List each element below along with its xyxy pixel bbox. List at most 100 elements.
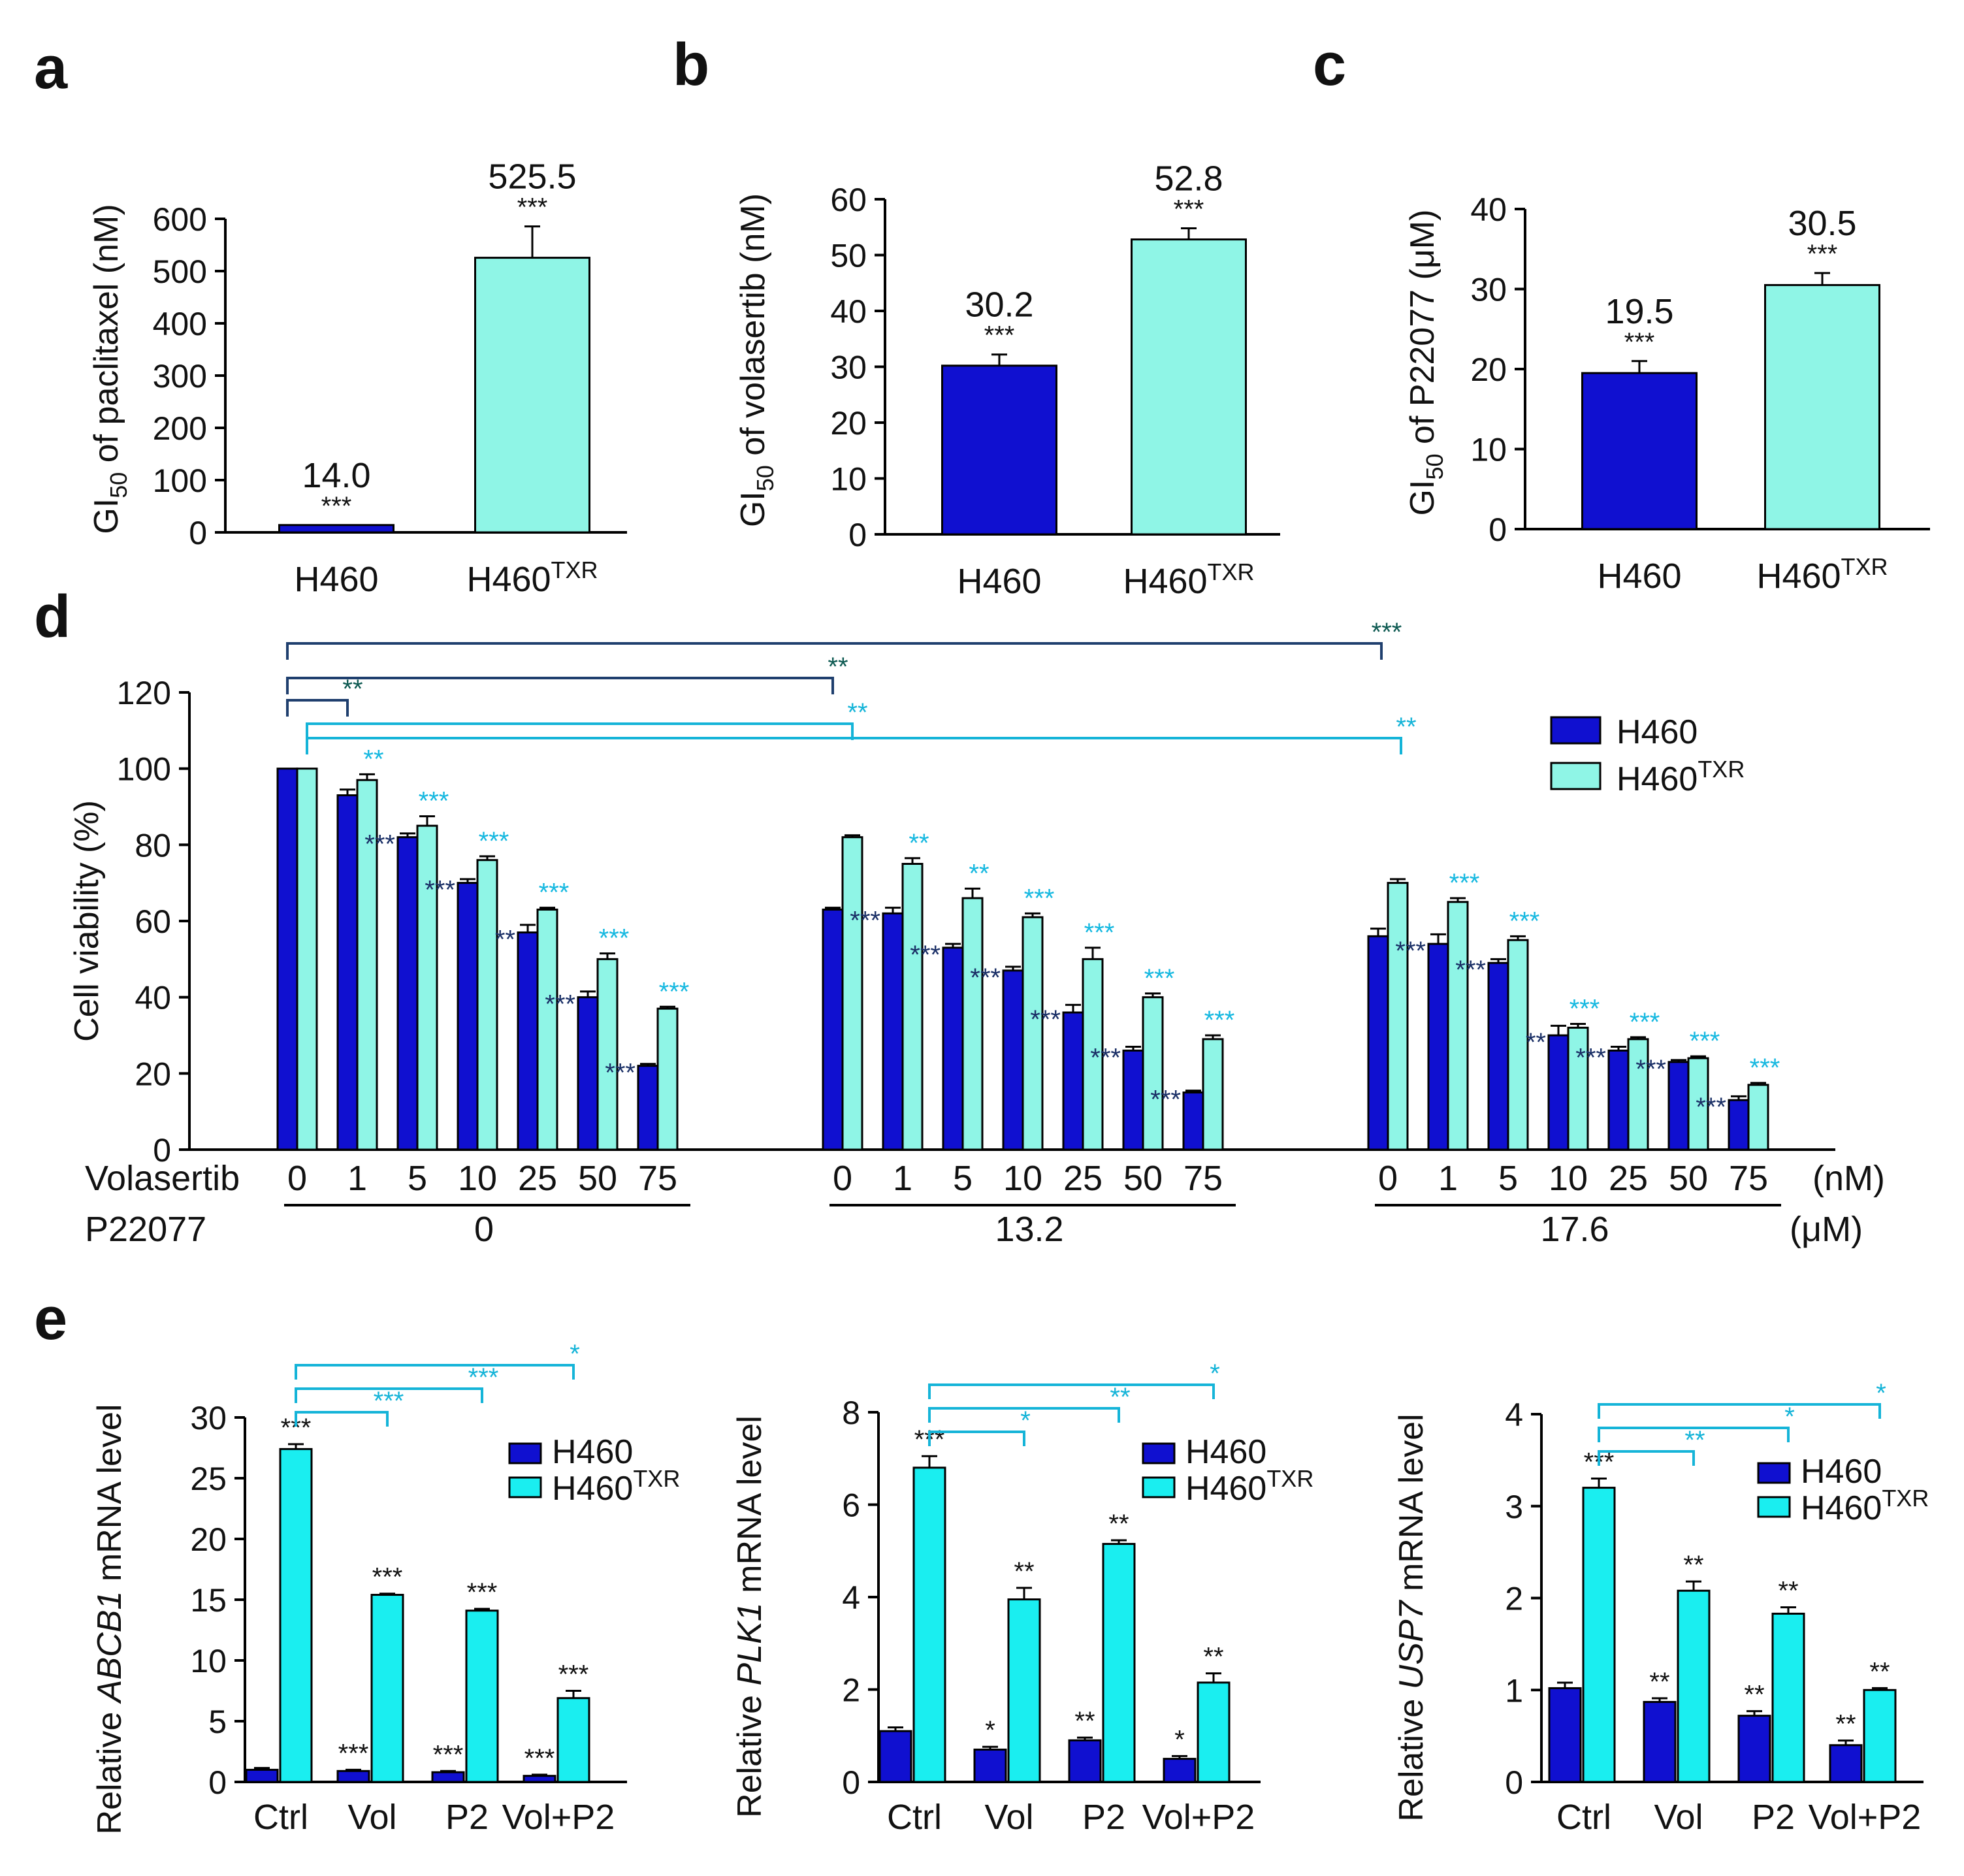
panel-e1-bar-h460 [245,1768,279,1783]
panel-a-y-tick-label: 400 [153,306,207,342]
panel-c-y-tick-label: 0 [1489,511,1507,548]
panel-d-sig-txr: ** [909,829,929,858]
panel-label-c: c [1313,31,1346,98]
panel-e2-sig-h460: * [985,1716,995,1745]
panel-e2-bar-h460 [1163,1758,1197,1783]
panel-b-y-tick-label: 0 [848,517,867,553]
panel-e3-y-label: Relative USP7 mRNA level [1393,1414,1430,1821]
panel-a-y-tick-label: 600 [153,201,207,238]
panel-c-y-tick-label: 20 [1470,351,1507,388]
panel-e1-y-label: Relative ABCB1 mRNA level [91,1404,129,1835]
panel-d-sig-txr: *** [419,787,449,816]
panel-d-um-unit: (μM) [1790,1210,1863,1249]
panel-e2-sig-txr: ** [1108,1510,1129,1538]
panel-e1-y-tick-label: 10 [190,1643,227,1679]
panel-e3-x-tick-label: Vol [1654,1798,1703,1837]
panel-d-sig-txr: ** [363,745,383,773]
panel-d-bracket-sig: ** [828,653,848,681]
panel-e1-y-tick-label: 20 [190,1521,227,1558]
panel-e1-sig-txr: *** [372,1563,403,1592]
panel-d-sig-h460: *** [605,1059,636,1088]
panel-e2-x-tick-label: Vol+P2 [1142,1798,1255,1837]
panel-d-sig-h460: *** [1635,1055,1666,1084]
panel-e3-bar-txr [1863,1689,1897,1783]
panel-a-x-tick-label: H460TXR [466,557,598,599]
panel-e2-y-tick-label: 6 [842,1487,860,1524]
panel-d-bar-txr [1387,882,1409,1151]
panel-d-bar-h460 [822,909,844,1151]
panel-c-x-tick-label: H460TXR [1756,553,1888,596]
panel-d-dose-label: 1 [1438,1159,1458,1198]
panel-c-value-label: 30.5 [1788,204,1856,243]
panel-b-y-label: GI50 of volasertib (nM) [734,193,779,527]
panel-d-bracket [286,642,1383,660]
panel-e2-x-tick-label: P2 [1082,1798,1125,1837]
panel-d-bracket-sig: ** [847,698,867,727]
panel-e1-x-tick-label: Ctrl [253,1798,308,1837]
panel-label-b: b [673,31,709,98]
panel-d-sig-h460: *** [850,906,880,935]
panel-e2-bar-txr [1102,1543,1136,1783]
panel-e3-sig-txr: ** [1683,1551,1703,1579]
panel-e3-bar-h460 [1548,1687,1582,1783]
panel-d-y-tick-label: 0 [153,1132,171,1169]
panel-b-x-tick-label: H460TXR [1123,558,1254,601]
panel-d-bar-txr [1447,901,1469,1151]
panel-d-sig-h460: *** [545,990,575,1019]
panel-d-dose-label: 25 [518,1159,557,1198]
panel-d-bar-h460 [1667,1061,1690,1151]
panel-e1-bar-txr [370,1594,404,1783]
panel-b-value-label: 30.2 [965,285,1033,325]
panel-d-sig-txr: *** [599,924,630,953]
panel-d-sig-txr: *** [1204,1006,1235,1035]
panel-e1-bar-h460 [523,1775,556,1783]
panel-e1-x-tick-label: Vol [347,1798,396,1837]
panel-d-bar-h460 [1547,1034,1570,1151]
panel-d-y-tick-label: 100 [117,751,171,788]
panel-d-bracket [286,677,834,694]
panel-d-dose-label: 25 [1063,1159,1103,1198]
panel-d-bracket [306,722,854,740]
panel-e2-bar-txr [1007,1598,1041,1783]
panel-e2-y-tick-label: 0 [842,1764,860,1801]
panel-d-bar-txr [296,768,318,1151]
panel-e2-bar-h460 [878,1730,912,1783]
panel-e3-y-tick-label: 0 [1505,1764,1523,1801]
panel-d-sig-txr: *** [1084,918,1115,947]
panel-e3-bracket [1598,1403,1881,1419]
panel-d-sig-h460: *** [425,876,455,905]
panel-d-legend-label-txr: H460TXR [1617,756,1745,798]
panel-d-y-tick-label: 40 [135,980,171,1016]
panel-d-bracket-sig: ** [1396,713,1416,741]
panel-d-sig-txr: ** [969,859,989,888]
panel-d-bar-txr [1202,1038,1224,1151]
panel-b-bar [1131,238,1247,536]
panel-c-y-tick-label: 30 [1470,272,1507,308]
panel-e2-x-tick-label: Vol [984,1798,1033,1837]
panel-e3-bar-txr [1771,1612,1805,1783]
panel-d-dose-label: 1 [347,1159,367,1198]
panel-c-y-tick-label: 40 [1470,191,1507,228]
panel-e2-sig-txr: ** [1014,1557,1034,1586]
panel-d-y-tick-label: 20 [135,1056,171,1092]
panel-e2-y-tick-label: 8 [842,1395,860,1431]
panel-b-value-label: 52.8 [1154,159,1223,198]
panel-e1-sig-txr: *** [558,1660,589,1689]
panel-d-p22077-value: 17.6 [1540,1210,1609,1249]
panel-e2-y-label: Relative PLK1 mRNA level [731,1415,769,1818]
panel-e3-x-tick-label: Ctrl [1556,1798,1611,1837]
panel-c-y-label: GI50 of P22077 (μM) [1404,210,1448,516]
panel-e1-bracket-sig: *** [374,1387,404,1415]
panel-c-sig: *** [1807,240,1838,268]
panel-e1-y-tick-label: 25 [190,1461,227,1497]
panel-d-sig-h460: *** [970,963,1001,992]
panel-b-y-tick-label: 20 [830,405,867,442]
panel-d-bar-h460 [1728,1099,1750,1151]
panel-e1-y-tick-label: 15 [190,1582,227,1619]
panel-d-bar-h460 [1427,943,1449,1151]
panel-e3-legend-swatch-h460 [1757,1462,1791,1484]
panel-d-dose-label: 50 [1669,1159,1708,1198]
panel-e3-bracket-sig: * [1784,1402,1795,1431]
panel-e1-legend-label-txr: H460TXR [552,1465,680,1508]
panel-a-sig: *** [321,492,352,521]
